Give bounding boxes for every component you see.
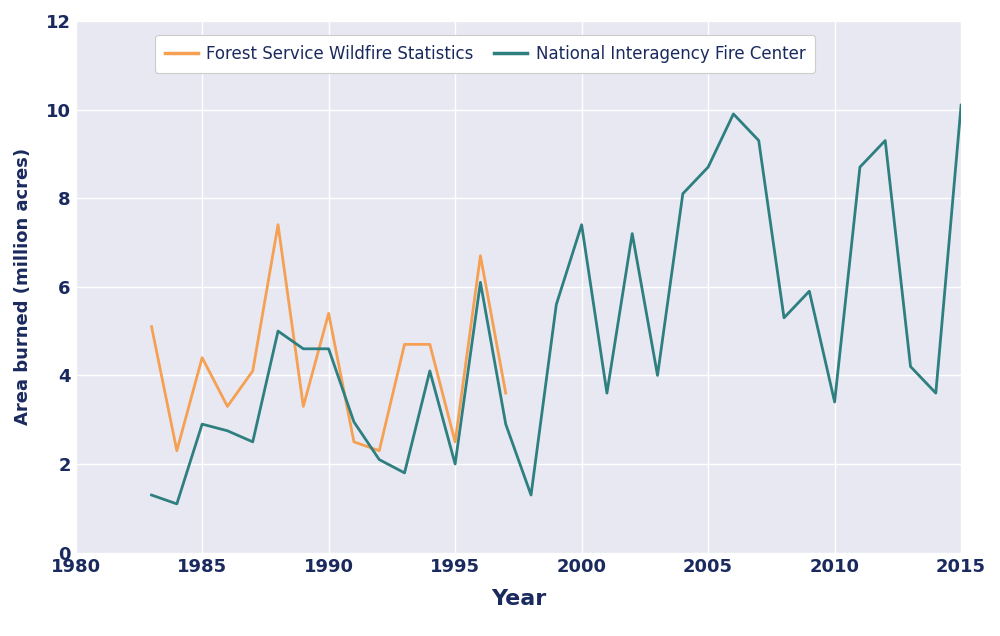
Y-axis label: Area burned (million acres): Area burned (million acres) (14, 148, 32, 425)
X-axis label: Year: Year (491, 590, 546, 609)
Legend: Forest Service Wildfire Statistics, National Interagency Fire Center: Forest Service Wildfire Statistics, Nati… (155, 34, 815, 73)
